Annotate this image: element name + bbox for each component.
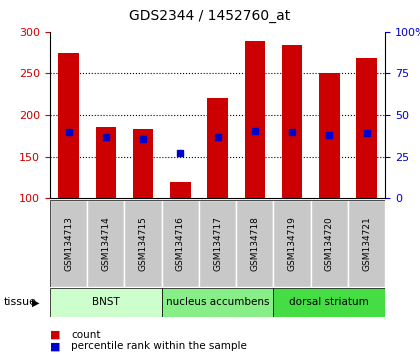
Bar	[236, 200, 273, 287]
Text: nucleus accumbens: nucleus accumbens	[166, 297, 269, 307]
Bar	[273, 200, 311, 287]
Bar	[162, 200, 199, 287]
Bar	[319, 74, 339, 198]
Text: ■: ■	[50, 330, 60, 339]
Bar	[207, 98, 228, 198]
Text: dorsal striatum: dorsal striatum	[289, 297, 369, 307]
Text: GSM134720: GSM134720	[325, 216, 334, 271]
Bar	[199, 200, 236, 287]
Bar	[58, 53, 79, 198]
Text: GSM134718: GSM134718	[250, 216, 259, 271]
Bar	[273, 288, 385, 317]
Text: BNST: BNST	[92, 297, 120, 307]
Bar	[170, 182, 191, 198]
Text: ▶: ▶	[32, 297, 39, 307]
Text: ■: ■	[50, 341, 60, 351]
Text: percentile rank within the sample: percentile rank within the sample	[71, 341, 247, 351]
Text: GSM134721: GSM134721	[362, 216, 371, 271]
Bar	[124, 200, 162, 287]
Text: GSM134719: GSM134719	[288, 216, 297, 271]
Text: tissue: tissue	[4, 297, 37, 307]
Text: GSM134717: GSM134717	[213, 216, 222, 271]
Bar	[50, 288, 162, 317]
Bar	[244, 41, 265, 198]
Text: GSM134716: GSM134716	[176, 216, 185, 271]
Text: GSM134713: GSM134713	[64, 216, 73, 271]
Bar	[133, 129, 153, 198]
Text: GDS2344 / 1452760_at: GDS2344 / 1452760_at	[129, 9, 291, 23]
Bar	[311, 200, 348, 287]
Bar	[282, 45, 302, 198]
Bar	[348, 200, 385, 287]
Bar	[50, 200, 87, 287]
Text: GSM134714: GSM134714	[101, 216, 110, 271]
Bar	[162, 288, 273, 317]
Bar	[96, 127, 116, 198]
Bar	[356, 58, 377, 198]
Text: GSM134715: GSM134715	[139, 216, 147, 271]
Bar	[87, 200, 124, 287]
Text: count: count	[71, 330, 100, 339]
